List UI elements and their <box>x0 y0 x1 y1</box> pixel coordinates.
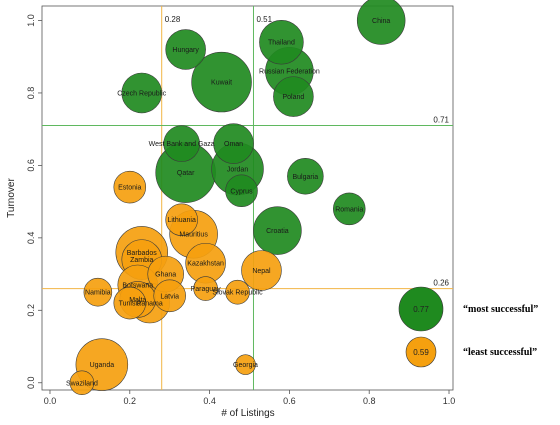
bubble-label: Croatia <box>266 228 289 235</box>
x-tick-label: 0.6 <box>283 396 296 406</box>
x-tick-label: 0.2 <box>124 396 137 406</box>
x-tick-label: 0.4 <box>203 396 216 406</box>
bubble <box>213 123 254 164</box>
bubble-label: Tunisia <box>119 301 141 308</box>
legend: 0.77 “most successful” 0.59 “least successf… <box>398 286 538 368</box>
bubble <box>121 72 163 114</box>
y-tick-label: 0.0 <box>26 376 36 389</box>
bubble-label: Russian Federation <box>259 69 320 76</box>
bubble-label: Qatar <box>177 170 195 177</box>
bubble <box>165 29 206 70</box>
reference-line-label: 0.28 <box>165 15 181 24</box>
bubble-labels: China Thailand Hungary Russian Federation Ku… <box>66 18 390 387</box>
bubble-label: Slovak Republic <box>212 290 263 297</box>
bubble <box>332 192 366 226</box>
y-tick-label: 0.6 <box>26 159 36 172</box>
bubble <box>287 158 324 195</box>
reference-line-label: 0.71 <box>433 116 449 125</box>
bubble-label: Latvia <box>160 293 179 300</box>
bubble-label: Mauritius <box>179 232 208 239</box>
bubble-label: Lithuania <box>167 217 196 224</box>
y-axis-label: Turnover <box>6 178 17 218</box>
x-tick-label: 0.8 <box>363 396 376 406</box>
bubble-label: Georgia <box>233 362 258 369</box>
legend-bubble-value: 0.59 <box>413 348 429 357</box>
y-tick-label: 0.8 <box>26 87 36 100</box>
bubble <box>241 250 282 291</box>
bubble <box>225 279 250 305</box>
bubble-label: Poland <box>282 94 304 101</box>
x-tick-label: 0.0 <box>44 396 57 406</box>
bubble <box>113 170 147 204</box>
bubble <box>69 370 95 396</box>
bubble-label: Ghana <box>155 272 176 279</box>
bubble <box>253 206 302 255</box>
x-axis-ticks: 0.0 0.2 0.4 0.6 0.8 1.0 <box>44 390 456 406</box>
bubble-label: Paraguay <box>191 286 221 293</box>
bubble-label: Thailand <box>268 40 295 47</box>
bubble <box>191 51 252 113</box>
bubble-label: Oman <box>224 141 243 148</box>
bubble <box>235 354 256 375</box>
bubble <box>165 203 198 236</box>
bubble-label: Malta <box>129 297 146 304</box>
bubble <box>273 76 314 117</box>
plot-frame <box>41 5 454 391</box>
bubble-label: Kazakhstan <box>187 261 224 268</box>
bubble-label: Zambia <box>130 257 153 264</box>
bubble <box>83 277 113 307</box>
bubble <box>163 125 200 162</box>
bubble-label: Czech Republic <box>117 90 167 97</box>
bubble-label: Swaziland <box>66 380 98 387</box>
bubble-label: Barbados <box>127 250 157 257</box>
y-tick-label: 1.0 <box>26 14 36 27</box>
reference-line-label: 0.51 <box>256 15 272 24</box>
bubble <box>259 19 304 65</box>
bubble-label: Hungary <box>172 47 199 54</box>
bubble <box>153 279 186 313</box>
bubble-label: China <box>372 18 390 25</box>
y-tick-label: 0.2 <box>26 304 36 317</box>
bubble-label: Namibia <box>85 290 111 297</box>
bubble-label: Romania <box>335 206 363 213</box>
bubble-label: Botswana <box>122 282 153 289</box>
reference-line-label: 0.26 <box>433 279 449 288</box>
legend-text: “most successful” <box>463 304 538 315</box>
legend-bubble-orange <box>405 336 437 368</box>
legend-bubble-green <box>398 286 444 332</box>
bubble <box>225 174 258 208</box>
bubble-label: Estonia <box>118 185 141 192</box>
bubble <box>356 0 406 45</box>
bubble-label: Bulgaria <box>293 174 319 181</box>
bubble-label: Uganda <box>90 362 115 369</box>
y-axis-ticks: 0.0 0.2 0.4 0.6 0.8 1.0 <box>26 14 42 389</box>
y-tick-label: 0.4 <box>26 232 36 245</box>
bubble-label: Nepal <box>252 268 271 275</box>
bubbles <box>69 0 406 396</box>
bubble-label: Kuwait <box>211 80 232 87</box>
bubble-label: Cyprus <box>230 188 253 195</box>
bubble-label: Jordan <box>227 167 249 174</box>
x-tick-label: 1.0 <box>443 396 456 406</box>
bubble <box>193 276 218 301</box>
legend-text: “least successful” <box>463 347 537 358</box>
bubble-label: West Bank and Gaza <box>149 141 215 148</box>
legend-bubble-value: 0.77 <box>413 305 429 314</box>
bubble <box>113 286 147 320</box>
x-axis-label: # of Listings <box>221 408 274 419</box>
bubble-label: Panama <box>137 301 163 308</box>
